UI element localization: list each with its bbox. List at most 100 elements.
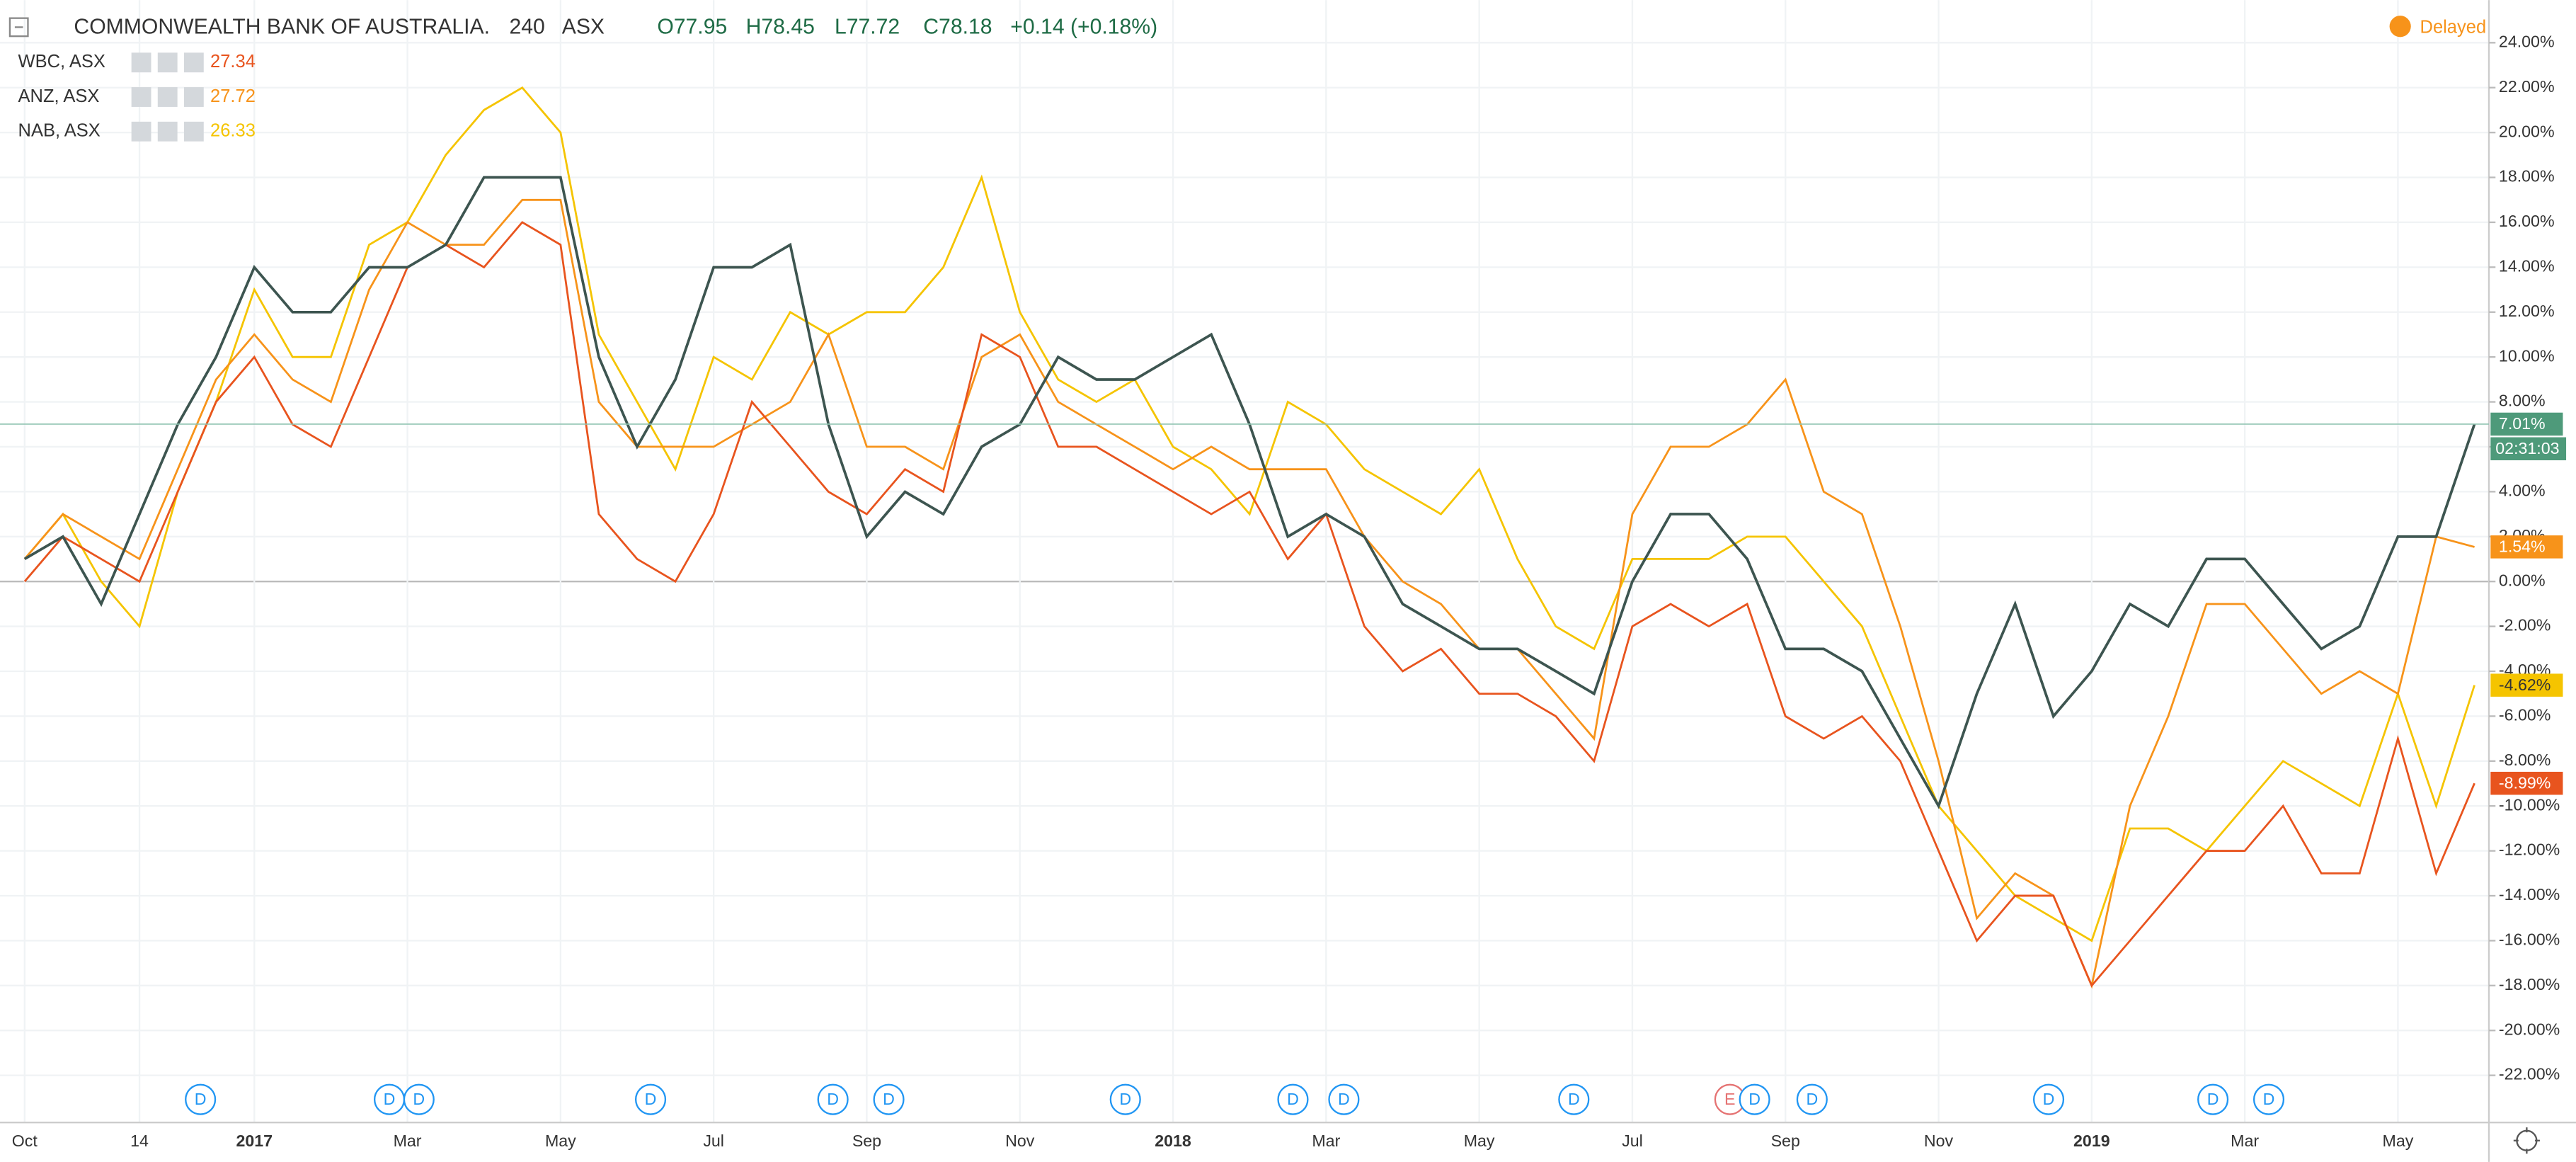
y-tick-label: 4.00% — [2499, 481, 2546, 499]
legend-name: WBC, ASX — [18, 52, 105, 72]
event-marker-label: D — [1748, 1090, 1761, 1108]
event-marker[interactable] — [1739, 1083, 1770, 1115]
event-marker[interactable] — [2032, 1083, 2065, 1115]
event-marker[interactable] — [817, 1083, 849, 1115]
countdown: 02:31:03 — [2495, 439, 2559, 457]
y-tick-label: -10.00% — [2499, 795, 2560, 814]
x-tick-label: May — [545, 1132, 576, 1150]
last-value-badge — [2490, 412, 2563, 436]
event-marker-label: D — [2263, 1090, 2275, 1108]
event-marker[interactable] — [403, 1083, 435, 1115]
y-tick-label: 12.00% — [2499, 302, 2555, 320]
last-value-label: -4.62% — [2499, 676, 2551, 694]
open: O77.95 — [657, 16, 727, 39]
event-marker[interactable] — [873, 1083, 905, 1115]
y-tick-label: 22.00% — [2499, 77, 2555, 96]
event-marker-label: D — [413, 1090, 425, 1108]
y-tick-label: 20.00% — [2499, 122, 2555, 140]
event-marker-label: D — [2043, 1090, 2055, 1108]
close: C78.18 — [923, 16, 992, 39]
legend-value: 27.34 — [210, 52, 256, 72]
y-tick-label: -2.00% — [2499, 616, 2551, 634]
x-tick-label: May — [2383, 1132, 2414, 1150]
event-marker[interactable] — [1558, 1083, 1590, 1115]
x-tick-label: May — [1464, 1132, 1495, 1150]
delayed-status[interactable]: Delayed — [2420, 17, 2487, 37]
x-tick-label: 14 — [130, 1132, 149, 1150]
y-tick-label: -16.00% — [2499, 930, 2560, 949]
x-tick-label: Jul — [1622, 1132, 1643, 1150]
legend-button[interactable] — [157, 52, 178, 73]
y-tick-label: 14.00% — [2499, 256, 2555, 275]
change: +0.14 (+0.18%) — [1010, 16, 1157, 39]
legend-name: ANZ, ASX — [18, 86, 100, 106]
grid — [0, 0, 2489, 1123]
x-tick-label: Sep — [852, 1132, 881, 1150]
legend-value: 26.33 — [210, 120, 256, 140]
y-tick-label: 0.00% — [2499, 571, 2546, 589]
legend-button[interactable] — [131, 87, 151, 107]
event-marker[interactable] — [634, 1083, 667, 1115]
y-tick-label: -8.00% — [2499, 751, 2551, 769]
y-tick-label: -6.00% — [2499, 706, 2551, 724]
legend-button[interactable] — [131, 121, 151, 142]
y-tick-label: -22.00% — [2499, 1065, 2560, 1083]
high: H78.45 — [746, 16, 815, 39]
x-tick-label: Mar — [2231, 1132, 2259, 1150]
event-marker-label: D — [1338, 1090, 1350, 1108]
last-value-label: 7.01% — [2499, 414, 2546, 433]
x-tick-label: Jul — [703, 1132, 724, 1150]
delayed-icon — [2389, 16, 2411, 38]
x-tick-label: Sep — [1771, 1132, 1800, 1150]
last-value-badge — [2490, 673, 2563, 697]
last-value-label: 1.54% — [2499, 537, 2546, 556]
legend-button[interactable] — [183, 121, 204, 142]
x-tick-label: 2018 — [1155, 1132, 1191, 1150]
event-marker-label: D — [1568, 1090, 1580, 1108]
event-marker[interactable] — [1277, 1083, 1309, 1115]
event-marker[interactable] — [1328, 1083, 1360, 1115]
event-marker-label: E — [1724, 1090, 1735, 1108]
legend-name: NAB, ASX — [18, 120, 101, 140]
y-tick-label: 16.00% — [2499, 212, 2555, 230]
event-marker-label: D — [1806, 1090, 1818, 1108]
x-tick-label: Oct — [12, 1132, 38, 1150]
last-value-badge — [2490, 535, 2563, 559]
event-marker-label: D — [2207, 1090, 2219, 1108]
y-tick-label: -18.00% — [2499, 975, 2560, 993]
event-marker[interactable] — [2252, 1083, 2285, 1115]
x-tick-label: Mar — [1312, 1132, 1340, 1150]
countdown-badge — [2490, 437, 2567, 461]
event-marker[interactable] — [2197, 1083, 2229, 1115]
interval[interactable]: 240 — [509, 16, 544, 39]
legend-value: 27.72 — [210, 86, 256, 106]
event-marker-label: D — [1119, 1090, 1131, 1108]
legend-button[interactable] — [157, 87, 178, 107]
legend-button[interactable] — [131, 52, 151, 73]
y-tick-label: 10.00% — [2499, 346, 2555, 365]
low: L77.72 — [835, 16, 900, 39]
y-tick-label: 8.00% — [2499, 392, 2546, 410]
x-tick-label: Nov — [1005, 1132, 1035, 1150]
event-marker[interactable] — [1109, 1083, 1141, 1115]
symbol-title[interactable]: COMMONWEALTH BANK OF AUSTRALIA. — [74, 16, 490, 39]
event-marker-label: D — [645, 1090, 657, 1108]
legend-button[interactable] — [157, 121, 178, 142]
legend-button[interactable] — [183, 87, 204, 107]
collapse-button[interactable] — [8, 17, 29, 38]
exchange[interactable]: ASX — [562, 16, 605, 39]
y-tick-label: 24.00% — [2499, 32, 2555, 50]
event-marker-label: D — [195, 1090, 207, 1108]
event-marker-label: D — [384, 1090, 396, 1108]
y-tick-label: -20.00% — [2499, 1020, 2560, 1038]
event-marker[interactable] — [1796, 1083, 1828, 1115]
event-marker[interactable] — [185, 1083, 217, 1115]
x-tick-label: 2017 — [236, 1132, 273, 1150]
event-marker-label: D — [1287, 1090, 1299, 1108]
event-marker-label: D — [827, 1090, 839, 1108]
legend-button[interactable] — [183, 52, 204, 73]
event-marker-label: D — [883, 1090, 895, 1108]
settings-icon[interactable] — [2513, 1127, 2540, 1154]
